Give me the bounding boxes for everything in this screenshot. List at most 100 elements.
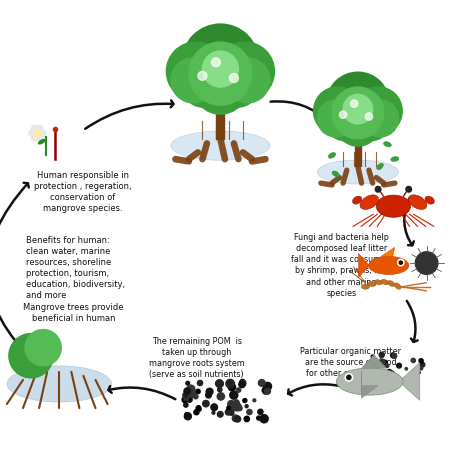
Circle shape bbox=[198, 408, 201, 411]
Circle shape bbox=[415, 252, 438, 274]
Polygon shape bbox=[358, 253, 369, 278]
Text: Benefits for human:
clean water, marine
resources, shoreline
protection, tourism: Benefits for human: clean water, marine … bbox=[26, 236, 125, 300]
Circle shape bbox=[9, 334, 53, 378]
Polygon shape bbox=[361, 386, 378, 398]
Circle shape bbox=[198, 72, 207, 81]
Circle shape bbox=[35, 130, 40, 136]
Ellipse shape bbox=[38, 139, 46, 145]
Circle shape bbox=[196, 389, 200, 393]
Circle shape bbox=[218, 388, 222, 392]
Circle shape bbox=[264, 383, 272, 391]
Circle shape bbox=[171, 58, 216, 103]
Ellipse shape bbox=[376, 195, 410, 217]
Circle shape bbox=[411, 358, 415, 363]
Ellipse shape bbox=[409, 195, 427, 210]
Ellipse shape bbox=[394, 283, 401, 289]
Ellipse shape bbox=[317, 160, 399, 184]
Circle shape bbox=[325, 100, 365, 141]
Circle shape bbox=[253, 399, 256, 402]
Ellipse shape bbox=[328, 153, 336, 158]
Circle shape bbox=[420, 367, 423, 370]
Circle shape bbox=[397, 363, 401, 368]
Circle shape bbox=[211, 404, 218, 410]
Circle shape bbox=[379, 352, 384, 357]
Circle shape bbox=[206, 392, 211, 398]
Circle shape bbox=[188, 391, 195, 398]
Circle shape bbox=[234, 400, 239, 405]
Circle shape bbox=[184, 396, 189, 401]
Circle shape bbox=[231, 405, 237, 410]
Circle shape bbox=[350, 100, 391, 141]
Circle shape bbox=[369, 378, 373, 382]
Circle shape bbox=[383, 360, 387, 365]
Text: The remaining POM  is
taken up through
mangrove roots system
(serve as soil nutr: The remaining POM is taken up through ma… bbox=[149, 337, 245, 379]
Ellipse shape bbox=[391, 156, 399, 162]
Circle shape bbox=[245, 405, 248, 408]
Circle shape bbox=[182, 24, 259, 100]
Circle shape bbox=[414, 368, 417, 371]
Circle shape bbox=[339, 111, 347, 118]
Ellipse shape bbox=[368, 282, 376, 286]
Circle shape bbox=[218, 411, 223, 417]
Circle shape bbox=[387, 370, 392, 374]
Circle shape bbox=[225, 58, 270, 103]
Circle shape bbox=[380, 374, 383, 377]
Circle shape bbox=[345, 374, 353, 381]
Circle shape bbox=[257, 416, 261, 420]
Circle shape bbox=[229, 410, 234, 415]
Circle shape bbox=[244, 416, 249, 421]
Circle shape bbox=[327, 72, 389, 135]
Polygon shape bbox=[399, 363, 420, 401]
Bar bbox=[216, 89, 225, 139]
Circle shape bbox=[184, 403, 188, 407]
Circle shape bbox=[28, 129, 36, 137]
Circle shape bbox=[194, 410, 199, 415]
Ellipse shape bbox=[332, 171, 339, 177]
Circle shape bbox=[188, 388, 191, 392]
Circle shape bbox=[203, 401, 209, 407]
Circle shape bbox=[404, 377, 408, 382]
Circle shape bbox=[36, 134, 44, 141]
Polygon shape bbox=[361, 355, 386, 368]
Circle shape bbox=[371, 359, 377, 365]
Circle shape bbox=[182, 397, 188, 403]
Circle shape bbox=[189, 390, 196, 396]
Text: Particular organic matter
are the source of  food
for other crustaceans.: Particular organic matter are the source… bbox=[300, 347, 401, 378]
Circle shape bbox=[317, 100, 354, 137]
Circle shape bbox=[202, 51, 238, 87]
Circle shape bbox=[374, 363, 378, 366]
Circle shape bbox=[264, 388, 271, 394]
Circle shape bbox=[260, 415, 268, 423]
Text: Human responsible in
protection , regeration,
conservation of
mangrove species.: Human responsible in protection , regera… bbox=[34, 171, 132, 213]
Circle shape bbox=[406, 186, 411, 192]
Circle shape bbox=[217, 393, 225, 400]
Circle shape bbox=[39, 129, 46, 137]
Circle shape bbox=[391, 353, 395, 358]
Ellipse shape bbox=[7, 366, 112, 402]
Circle shape bbox=[183, 392, 188, 398]
Ellipse shape bbox=[337, 368, 403, 395]
Circle shape bbox=[196, 406, 201, 410]
Circle shape bbox=[31, 125, 39, 133]
Circle shape bbox=[225, 409, 231, 415]
Circle shape bbox=[228, 409, 231, 412]
Circle shape bbox=[395, 377, 401, 383]
Circle shape bbox=[25, 329, 61, 366]
Circle shape bbox=[362, 100, 399, 137]
Circle shape bbox=[237, 388, 241, 392]
Ellipse shape bbox=[361, 284, 370, 289]
Circle shape bbox=[343, 94, 373, 124]
Circle shape bbox=[185, 412, 188, 416]
Ellipse shape bbox=[374, 280, 382, 285]
Circle shape bbox=[365, 113, 373, 120]
Circle shape bbox=[232, 415, 239, 421]
Ellipse shape bbox=[381, 279, 389, 285]
Text: Mangrove trees provide
beneficial in human: Mangrove trees provide beneficial in hum… bbox=[23, 303, 124, 323]
Ellipse shape bbox=[383, 142, 392, 147]
Circle shape bbox=[398, 259, 404, 266]
Circle shape bbox=[405, 368, 408, 370]
Circle shape bbox=[180, 58, 229, 108]
Circle shape bbox=[235, 416, 241, 422]
Ellipse shape bbox=[377, 163, 383, 170]
Circle shape bbox=[385, 364, 389, 367]
